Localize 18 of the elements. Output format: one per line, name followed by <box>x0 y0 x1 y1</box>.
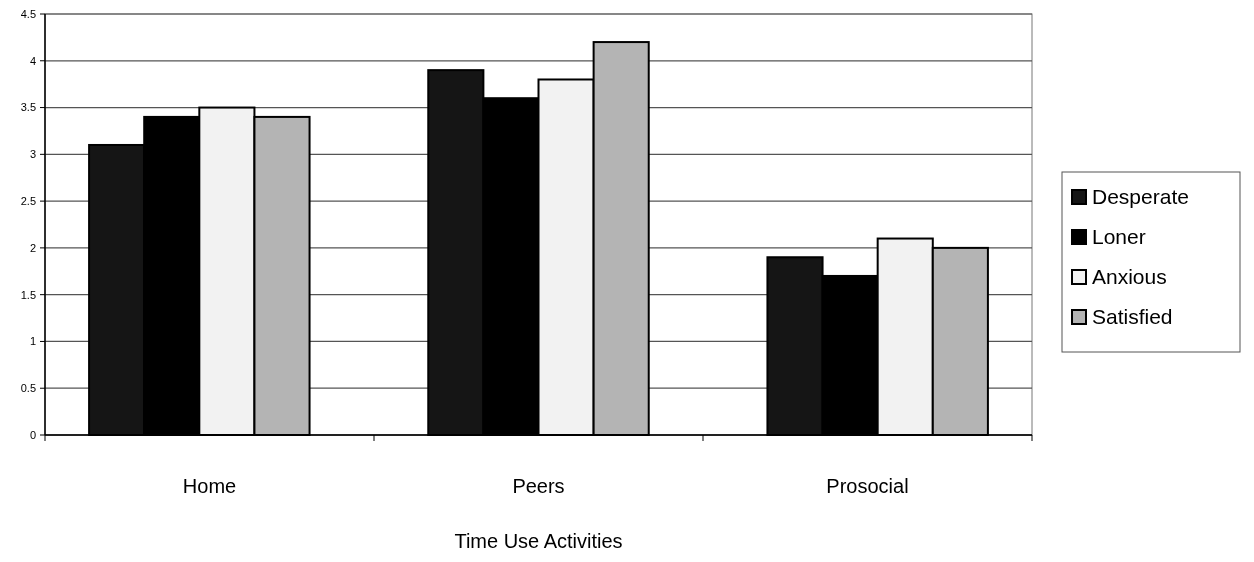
y-tick-label: 2 <box>29 241 36 254</box>
x-tick-label: Peers <box>512 475 565 497</box>
x-tick-label: Prosocial <box>826 475 909 497</box>
y-tick-label: 2.5 <box>20 194 36 207</box>
legend-label: Anxious <box>1092 265 1167 289</box>
y-tick-label: 0.5 <box>20 382 36 395</box>
y-tick-label: 0 <box>29 428 36 441</box>
y-tick-label: 3 <box>29 148 36 161</box>
x-tick-label: Home <box>182 475 237 497</box>
y-tick-label: 4 <box>29 54 36 67</box>
y-tick-label: 1.5 <box>20 288 36 301</box>
legend-label: Loner <box>1092 225 1146 249</box>
y-tick-label: 1 <box>29 335 36 348</box>
legend-label: Satisfied <box>1092 305 1173 329</box>
y-tick-label: 3.5 <box>20 101 36 114</box>
y-tick-label: 4.5 <box>20 7 36 20</box>
legend-label: Desperate <box>1092 185 1189 209</box>
x-axis-title: Time Use Activities <box>454 530 623 552</box>
